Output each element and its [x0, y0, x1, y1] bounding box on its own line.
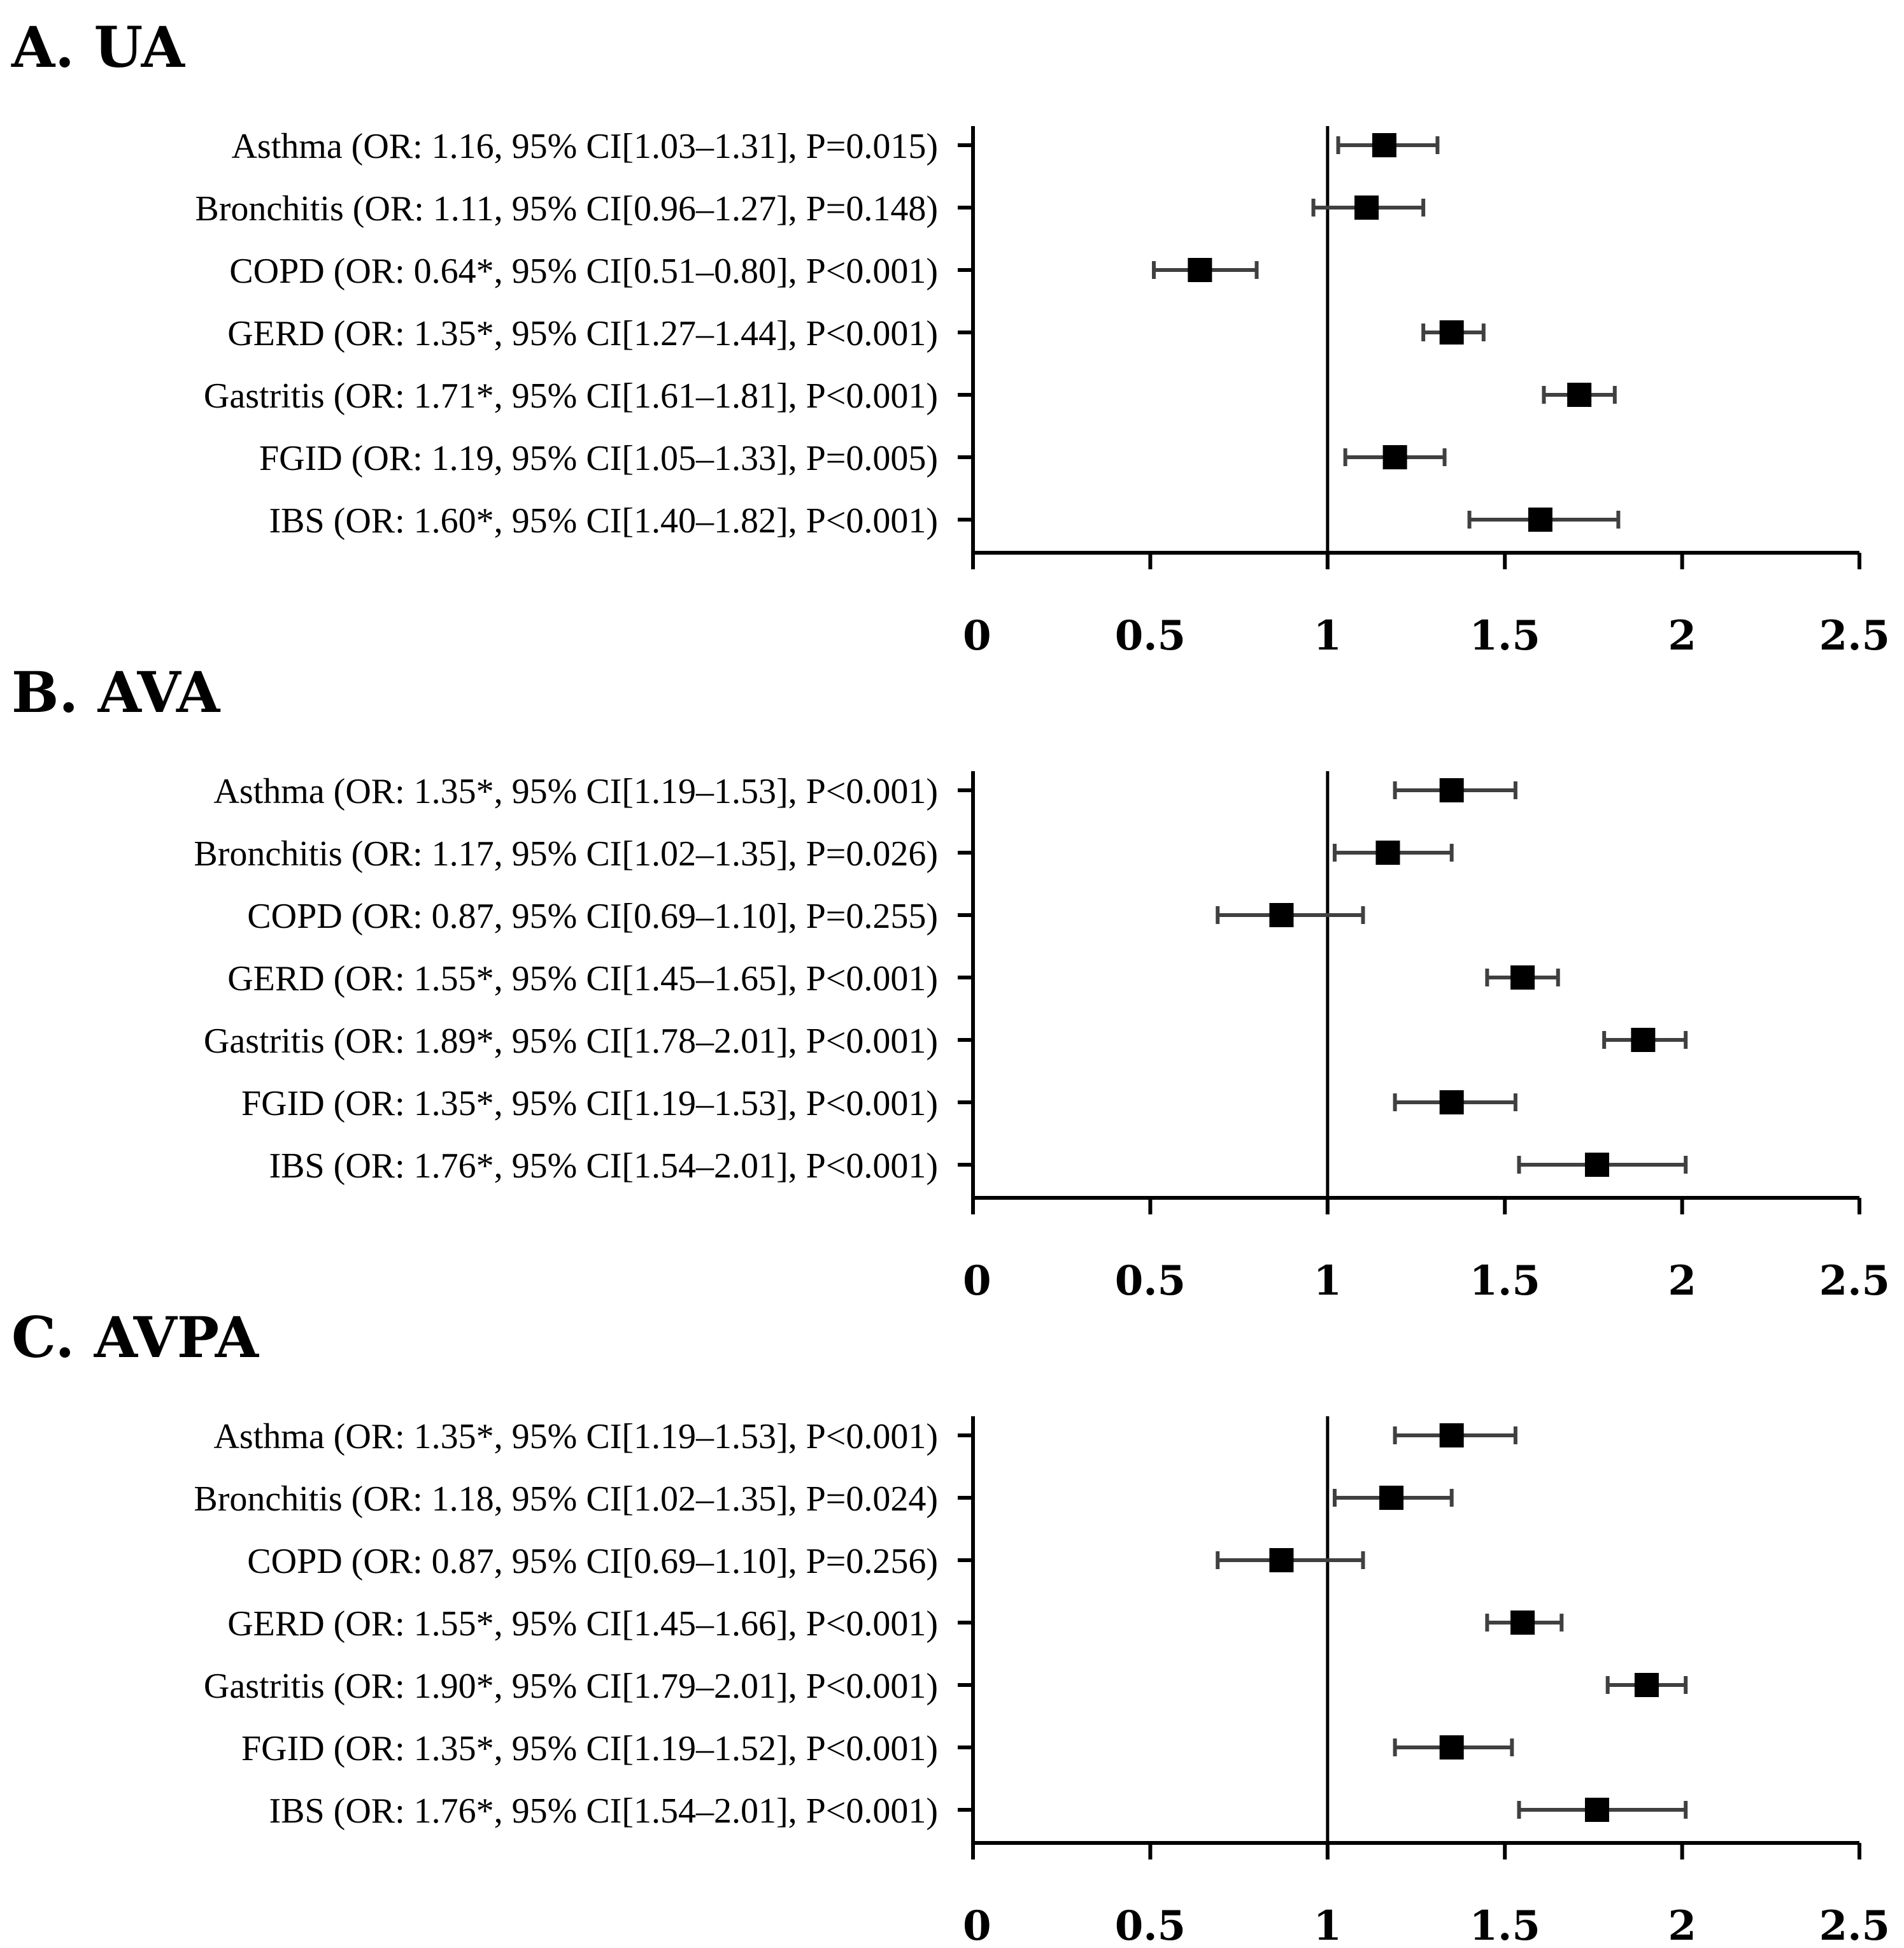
row-label: IBS (OR: 1.60*, 95% CI[1.40–1.82], P<0.0…: [269, 501, 938, 541]
row-label: COPD (OR: 0.87, 95% CI[0.69–1.10], P=0.2…: [247, 897, 938, 936]
forest-panel-2: B. AVA 0 0.5 1 1.5 2 2.5 Asthma (OR: 1.35*, 95%…: [11, 659, 1890, 1305]
row-label: Bronchitis (OR: 1.17, 95% CI[1.02–1.35],…: [194, 834, 938, 874]
forest-row: IBS (OR: 1.60*, 95% CI[1.40–1.82], P<0.0…: [269, 501, 1621, 541]
forest-row: GERD (OR: 1.35*, 95% CI[1.27–1.44], P<0.…: [227, 314, 1486, 353]
x-tick-label: 1: [1314, 1902, 1342, 1948]
row-label: COPD (OR: 0.64*, 95% CI[0.51–0.80], P<0.…: [229, 252, 938, 291]
or-marker: [1528, 508, 1552, 532]
x-tick-label: 1.5: [1470, 612, 1540, 660]
forest-panel-1: A. UA 0 0.5 1 1.5 2 2.5 Asthma (OR: 1.16, 95% C…: [11, 14, 1890, 660]
x-tick-label: 0: [963, 1902, 991, 1948]
row-label: GERD (OR: 1.55*, 95% CI[1.45–1.65], P<0.…: [227, 959, 938, 999]
x-tick-label: 2: [1668, 1257, 1696, 1305]
forest-row: IBS (OR: 1.76*, 95% CI[1.54–2.01], P<0.0…: [269, 1146, 1688, 1186]
forest-row: FGID (OR: 1.35*, 95% CI[1.19–1.52], P<0.…: [241, 1729, 1514, 1768]
x-tick-label: 0.5: [1115, 1902, 1186, 1948]
panel-title: A. UA: [11, 14, 186, 80]
panel-title: B. AVA: [11, 659, 221, 725]
row-label: GERD (OR: 1.35*, 95% CI[1.27–1.44], P<0.…: [227, 314, 938, 353]
row-label: Bronchitis (OR: 1.18, 95% CI[1.02–1.35],…: [194, 1479, 938, 1519]
x-tick-label: 0: [963, 612, 991, 660]
or-marker: [1269, 1548, 1294, 1572]
row-label: Asthma (OR: 1.16, 95% CI[1.03–1.31], P=0…: [231, 127, 938, 166]
or-marker: [1439, 320, 1464, 345]
forest-row: COPD (OR: 0.87, 95% CI[0.69–1.10], P=0.2…: [247, 1542, 1365, 1581]
or-marker: [1584, 1798, 1609, 1822]
or-marker: [1567, 383, 1592, 407]
or-marker: [1439, 1423, 1464, 1447]
x-tick-label: 1: [1314, 612, 1342, 660]
or-marker: [1634, 1673, 1659, 1697]
row-label: FGID (OR: 1.35*, 95% CI[1.19–1.52], P<0.…: [241, 1729, 938, 1768]
or-marker: [1439, 1735, 1464, 1760]
x-tick-label: 1: [1314, 1257, 1342, 1305]
x-tick-label: 1.5: [1470, 1902, 1540, 1948]
forest-row: Asthma (OR: 1.35*, 95% CI[1.19–1.53], P<…: [213, 1417, 1517, 1456]
forest-panel-3: C. AVPA 0 0.5 1 1.5 2 2.5 Asthma (OR: 1.35*, 95…: [11, 1304, 1890, 1948]
forest-row: FGID (OR: 1.35*, 95% CI[1.19–1.53], P<0.…: [241, 1084, 1517, 1123]
row-label: IBS (OR: 1.76*, 95% CI[1.54–2.01], P<0.0…: [269, 1791, 938, 1831]
x-tick-label: 2.5: [1819, 1257, 1890, 1305]
or-marker: [1188, 258, 1212, 282]
forest-row: Asthma (OR: 1.16, 95% CI[1.03–1.31], P=0…: [231, 127, 1440, 166]
forest-row: Bronchitis (OR: 1.18, 95% CI[1.02–1.35],…: [194, 1479, 1454, 1519]
forest-row: Gastritis (OR: 1.90*, 95% CI[1.79–2.01],…: [204, 1667, 1688, 1706]
or-marker: [1510, 965, 1535, 990]
or-marker: [1584, 1153, 1609, 1177]
or-marker: [1439, 1090, 1464, 1114]
row-label: IBS (OR: 1.76*, 95% CI[1.54–2.01], P<0.0…: [269, 1146, 938, 1186]
x-tick-label: 2.5: [1819, 612, 1890, 660]
forest-row: Asthma (OR: 1.35*, 95% CI[1.19–1.53], P<…: [213, 772, 1517, 811]
forest-row: COPD (OR: 0.64*, 95% CI[0.51–0.80], P<0.…: [229, 252, 1259, 291]
or-marker: [1510, 1610, 1535, 1635]
row-label: Asthma (OR: 1.35*, 95% CI[1.19–1.53], P<…: [213, 772, 938, 811]
or-marker: [1439, 778, 1464, 802]
row-label: GERD (OR: 1.55*, 95% CI[1.45–1.66], P<0.…: [227, 1604, 938, 1644]
x-tick-label: 0: [963, 1257, 991, 1305]
panel-title: C. AVPA: [11, 1304, 260, 1370]
forest-row: Bronchitis (OR: 1.11, 95% CI[0.96–1.27],…: [195, 189, 1426, 229]
or-marker: [1379, 1486, 1404, 1510]
row-label: COPD (OR: 0.87, 95% CI[0.69–1.10], P=0.2…: [247, 1542, 938, 1581]
row-label: Gastritis (OR: 1.89*, 95% CI[1.78–2.01],…: [204, 1021, 938, 1061]
x-tick-label: 0.5: [1115, 612, 1186, 660]
row-label: Asthma (OR: 1.35*, 95% CI[1.19–1.53], P<…: [213, 1417, 938, 1456]
forest-row: GERD (OR: 1.55*, 95% CI[1.45–1.65], P<0.…: [227, 959, 1560, 999]
forest-row: FGID (OR: 1.19, 95% CI[1.05–1.33], P=0.0…: [259, 439, 1447, 478]
x-tick-label: 0.5: [1115, 1257, 1186, 1305]
row-label: Gastritis (OR: 1.90*, 95% CI[1.79–2.01],…: [204, 1667, 938, 1706]
or-marker: [1375, 841, 1400, 865]
or-marker: [1631, 1028, 1656, 1052]
row-label: Bronchitis (OR: 1.11, 95% CI[0.96–1.27],…: [195, 189, 938, 229]
forest-row: COPD (OR: 0.87, 95% CI[0.69–1.10], P=0.2…: [247, 897, 1365, 936]
or-marker: [1269, 903, 1294, 927]
x-tick-label: 2: [1668, 1902, 1696, 1948]
or-marker: [1382, 445, 1407, 469]
x-tick-label: 1.5: [1470, 1257, 1540, 1305]
forest-row: IBS (OR: 1.76*, 95% CI[1.54–2.01], P<0.0…: [269, 1791, 1688, 1831]
row-label: FGID (OR: 1.19, 95% CI[1.05–1.33], P=0.0…: [259, 439, 938, 478]
forest-row: Gastritis (OR: 1.71*, 95% CI[1.61–1.81],…: [204, 376, 1617, 416]
forest-row: Gastritis (OR: 1.89*, 95% CI[1.78–2.01],…: [204, 1021, 1688, 1061]
row-label: FGID (OR: 1.35*, 95% CI[1.19–1.53], P<0.…: [241, 1084, 938, 1123]
or-marker: [1372, 133, 1396, 157]
or-marker: [1354, 196, 1379, 220]
forest-row: GERD (OR: 1.55*, 95% CI[1.45–1.66], P<0.…: [227, 1604, 1564, 1644]
x-tick-label: 2.5: [1819, 1902, 1890, 1948]
x-tick-label: 2: [1668, 612, 1696, 660]
forest-row: Bronchitis (OR: 1.17, 95% CI[1.02–1.35],…: [194, 834, 1454, 874]
row-label: Gastritis (OR: 1.71*, 95% CI[1.61–1.81],…: [204, 376, 938, 416]
